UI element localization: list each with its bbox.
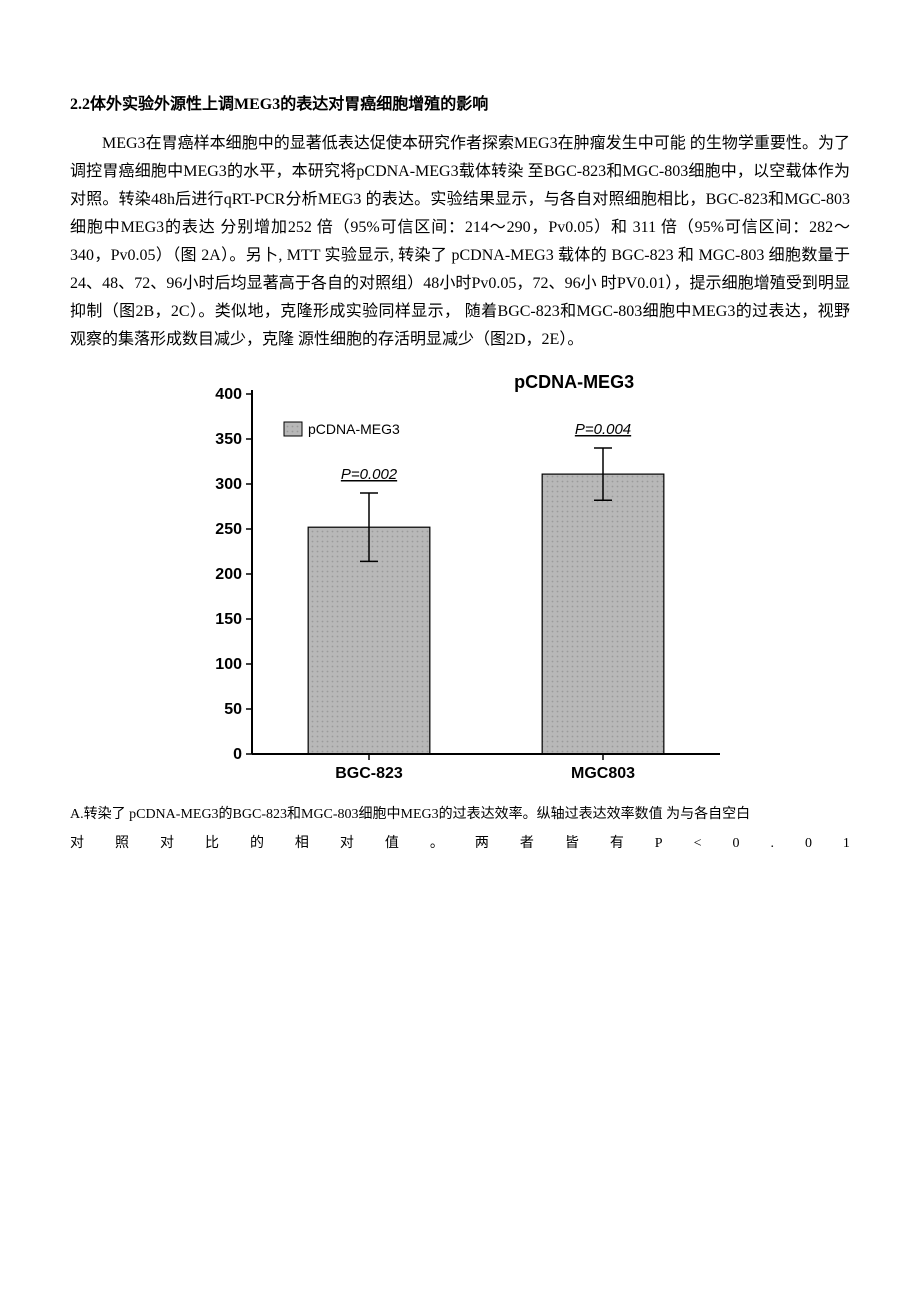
caption-char: 两 bbox=[475, 829, 489, 858]
svg-text:150: 150 bbox=[215, 611, 242, 628]
caption-char: < bbox=[694, 829, 702, 858]
svg-text:50: 50 bbox=[224, 701, 242, 718]
caption-char: 值 bbox=[385, 829, 399, 858]
caption-char: 。 bbox=[430, 829, 444, 858]
svg-text:pCDNA-MEG3: pCDNA-MEG3 bbox=[514, 372, 634, 392]
body-paragraph-text: MEG3在胃癌样本细胞中的显著低表达促使本研究作者探索MEG3在肿瘤发生中可能 … bbox=[70, 135, 850, 348]
caption-char: 对 bbox=[160, 829, 174, 858]
svg-text:MGC803: MGC803 bbox=[571, 765, 635, 782]
svg-text:250: 250 bbox=[215, 521, 242, 538]
svg-text:200: 200 bbox=[215, 566, 242, 583]
caption-char: 1 bbox=[843, 829, 850, 858]
figure-caption-line1: A.转染了 pCDNA-MEG3的BGC-823和MGC-803细胞中MEG3的… bbox=[70, 800, 850, 829]
caption-char: 对 bbox=[70, 829, 84, 858]
svg-text:P=0.004: P=0.004 bbox=[575, 421, 631, 438]
caption-char: 0 bbox=[805, 829, 812, 858]
caption-char: 的 bbox=[250, 829, 264, 858]
svg-text:100: 100 bbox=[215, 656, 242, 673]
svg-text:400: 400 bbox=[215, 386, 242, 403]
caption-char: 皆 bbox=[565, 829, 579, 858]
bar-chart-figure: 0 50 100 150 200 250 300 350 400 P=0.002 BGC-823 P=… bbox=[180, 364, 740, 794]
svg-text:pCDNA-MEG3: pCDNA-MEG3 bbox=[308, 421, 400, 437]
caption-char: 比 bbox=[205, 829, 219, 858]
figure-caption-line2: 对 照 对 比 的 相 对 值 。 两 者 皆 有 P <0. 0 1 bbox=[70, 829, 850, 858]
bar-chart-svg: 0 50 100 150 200 250 300 350 400 P=0.002 BGC-823 P=… bbox=[180, 364, 740, 794]
svg-text:300: 300 bbox=[215, 476, 242, 493]
caption-char: 照 bbox=[115, 829, 129, 858]
svg-text:350: 350 bbox=[215, 431, 242, 448]
svg-text:P=0.002: P=0.002 bbox=[341, 466, 398, 483]
caption-char: 有 bbox=[610, 829, 624, 858]
caption-char: . bbox=[770, 829, 774, 858]
svg-text:0: 0 bbox=[233, 746, 242, 763]
caption-char: 相 bbox=[295, 829, 309, 858]
caption-char: 0 bbox=[732, 829, 739, 858]
body-paragraph: MEG3在胃癌样本细胞中的显著低表达促使本研究作者探索MEG3在肿瘤发生中可能 … bbox=[70, 130, 850, 354]
section-heading: 2.2体外实验外源性上调MEG3的表达对胃癌细胞增殖的影响 bbox=[70, 90, 850, 114]
svg-text:BGC-823: BGC-823 bbox=[335, 765, 403, 782]
figure-caption: A.转染了 pCDNA-MEG3的BGC-823和MGC-803细胞中MEG3的… bbox=[70, 800, 850, 859]
caption-char: 对 bbox=[340, 829, 354, 858]
caption-char: 者 bbox=[520, 829, 534, 858]
caption-char: P bbox=[655, 829, 663, 858]
